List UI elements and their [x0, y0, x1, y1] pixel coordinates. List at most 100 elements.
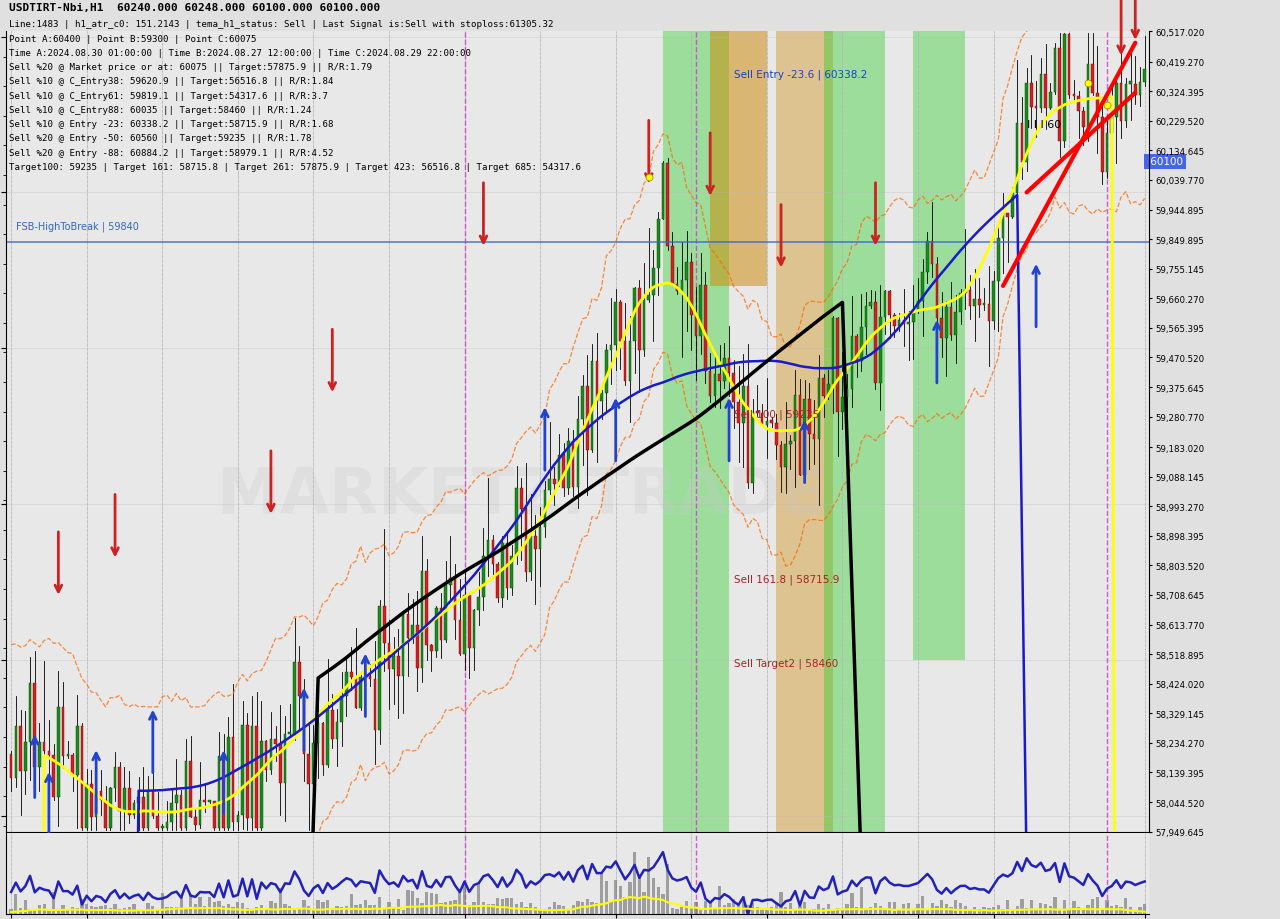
Text: FSB-HighToBreak | 59840: FSB-HighToBreak | 59840: [15, 221, 138, 233]
Bar: [1101, 118, 1103, 173]
Bar: [1011, 194, 1014, 218]
Bar: [246, 725, 248, 818]
Bar: [936, 906, 938, 914]
Bar: [718, 886, 721, 914]
Bar: [713, 375, 717, 396]
Bar: [978, 909, 980, 914]
Bar: [1029, 901, 1033, 914]
Bar: [378, 897, 381, 914]
Bar: [855, 336, 858, 362]
Bar: [846, 390, 849, 398]
Bar: [1087, 65, 1089, 129]
Bar: [1082, 111, 1084, 129]
Bar: [836, 319, 838, 413]
Bar: [1030, 84, 1033, 108]
Bar: [411, 891, 415, 914]
Bar: [288, 732, 291, 734]
Bar: [634, 289, 636, 342]
Bar: [486, 540, 489, 556]
Bar: [595, 902, 599, 914]
Bar: [1124, 899, 1128, 914]
Bar: [358, 904, 362, 914]
Bar: [467, 905, 471, 914]
Bar: [237, 902, 239, 914]
Bar: [1134, 910, 1137, 914]
Bar: [393, 656, 396, 669]
Bar: [680, 907, 684, 914]
Bar: [1129, 907, 1133, 914]
Bar: [785, 445, 787, 468]
Bar: [913, 32, 965, 661]
Bar: [562, 906, 566, 914]
Bar: [836, 908, 840, 914]
Bar: [911, 910, 915, 914]
Bar: [548, 907, 552, 914]
Bar: [369, 905, 371, 914]
Bar: [218, 902, 220, 914]
Bar: [279, 743, 282, 783]
Text: Sell %10 @ C_Entry61: 59819.1 || Target:54317.6 || R/R:3.7: Sell %10 @ C_Entry61: 59819.1 || Target:…: [9, 91, 328, 100]
Bar: [1001, 909, 1005, 914]
Bar: [694, 902, 698, 914]
Bar: [397, 900, 401, 914]
Bar: [1105, 900, 1108, 914]
Bar: [936, 265, 938, 318]
Bar: [212, 902, 216, 914]
Bar: [558, 456, 561, 484]
Bar: [374, 679, 376, 730]
Bar: [732, 374, 735, 403]
Bar: [1110, 906, 1114, 914]
Bar: [492, 540, 494, 565]
Bar: [776, 32, 833, 832]
Bar: [317, 723, 320, 743]
Bar: [562, 456, 564, 488]
Bar: [760, 414, 763, 425]
Bar: [657, 887, 660, 914]
Bar: [1082, 908, 1085, 914]
Bar: [227, 737, 229, 829]
Bar: [95, 906, 97, 914]
Bar: [864, 908, 868, 914]
Bar: [293, 662, 296, 734]
Bar: [1011, 910, 1014, 914]
Text: MARKETZ.TRADE: MARKETZ.TRADE: [216, 465, 824, 527]
Bar: [212, 801, 215, 828]
Bar: [344, 906, 348, 914]
Bar: [765, 910, 768, 914]
Bar: [618, 887, 622, 914]
Bar: [204, 800, 206, 802]
Bar: [118, 909, 122, 914]
Bar: [813, 435, 815, 439]
Bar: [76, 908, 79, 914]
Bar: [940, 901, 943, 914]
Bar: [180, 796, 183, 829]
Bar: [312, 743, 315, 784]
Bar: [520, 902, 524, 914]
Bar: [832, 319, 835, 385]
Bar: [699, 286, 701, 336]
Bar: [397, 656, 399, 675]
Bar: [771, 421, 773, 423]
Bar: [874, 902, 877, 914]
Bar: [81, 727, 83, 829]
Bar: [100, 791, 102, 800]
Text: Sell 161.8 | 58715.9: Sell 161.8 | 58715.9: [733, 574, 840, 584]
Bar: [1092, 65, 1094, 95]
Bar: [1048, 94, 1052, 109]
Bar: [950, 308, 952, 335]
Bar: [1053, 49, 1056, 94]
Bar: [530, 536, 532, 573]
Bar: [251, 910, 253, 914]
Bar: [321, 723, 324, 766]
Text: Line:1483 | h1_atr_c0: 151.2143 | tema_h1_status: Sell | Last Signal is:Sell wit: Line:1483 | h1_atr_c0: 151.2143 | tema_h…: [9, 20, 553, 29]
Bar: [774, 423, 777, 446]
Bar: [1053, 897, 1056, 914]
Text: Time A:2024.08.30 01:00:00 | Time B:2024.08.27 12:00:00 | Time C:2024.08.29 22:0: Time A:2024.08.30 01:00:00 | Time B:2024…: [9, 49, 471, 58]
Bar: [137, 798, 140, 803]
Bar: [803, 902, 806, 914]
Bar: [756, 412, 759, 414]
Bar: [160, 893, 164, 914]
Bar: [865, 307, 868, 328]
Bar: [648, 857, 650, 914]
Bar: [506, 543, 508, 588]
